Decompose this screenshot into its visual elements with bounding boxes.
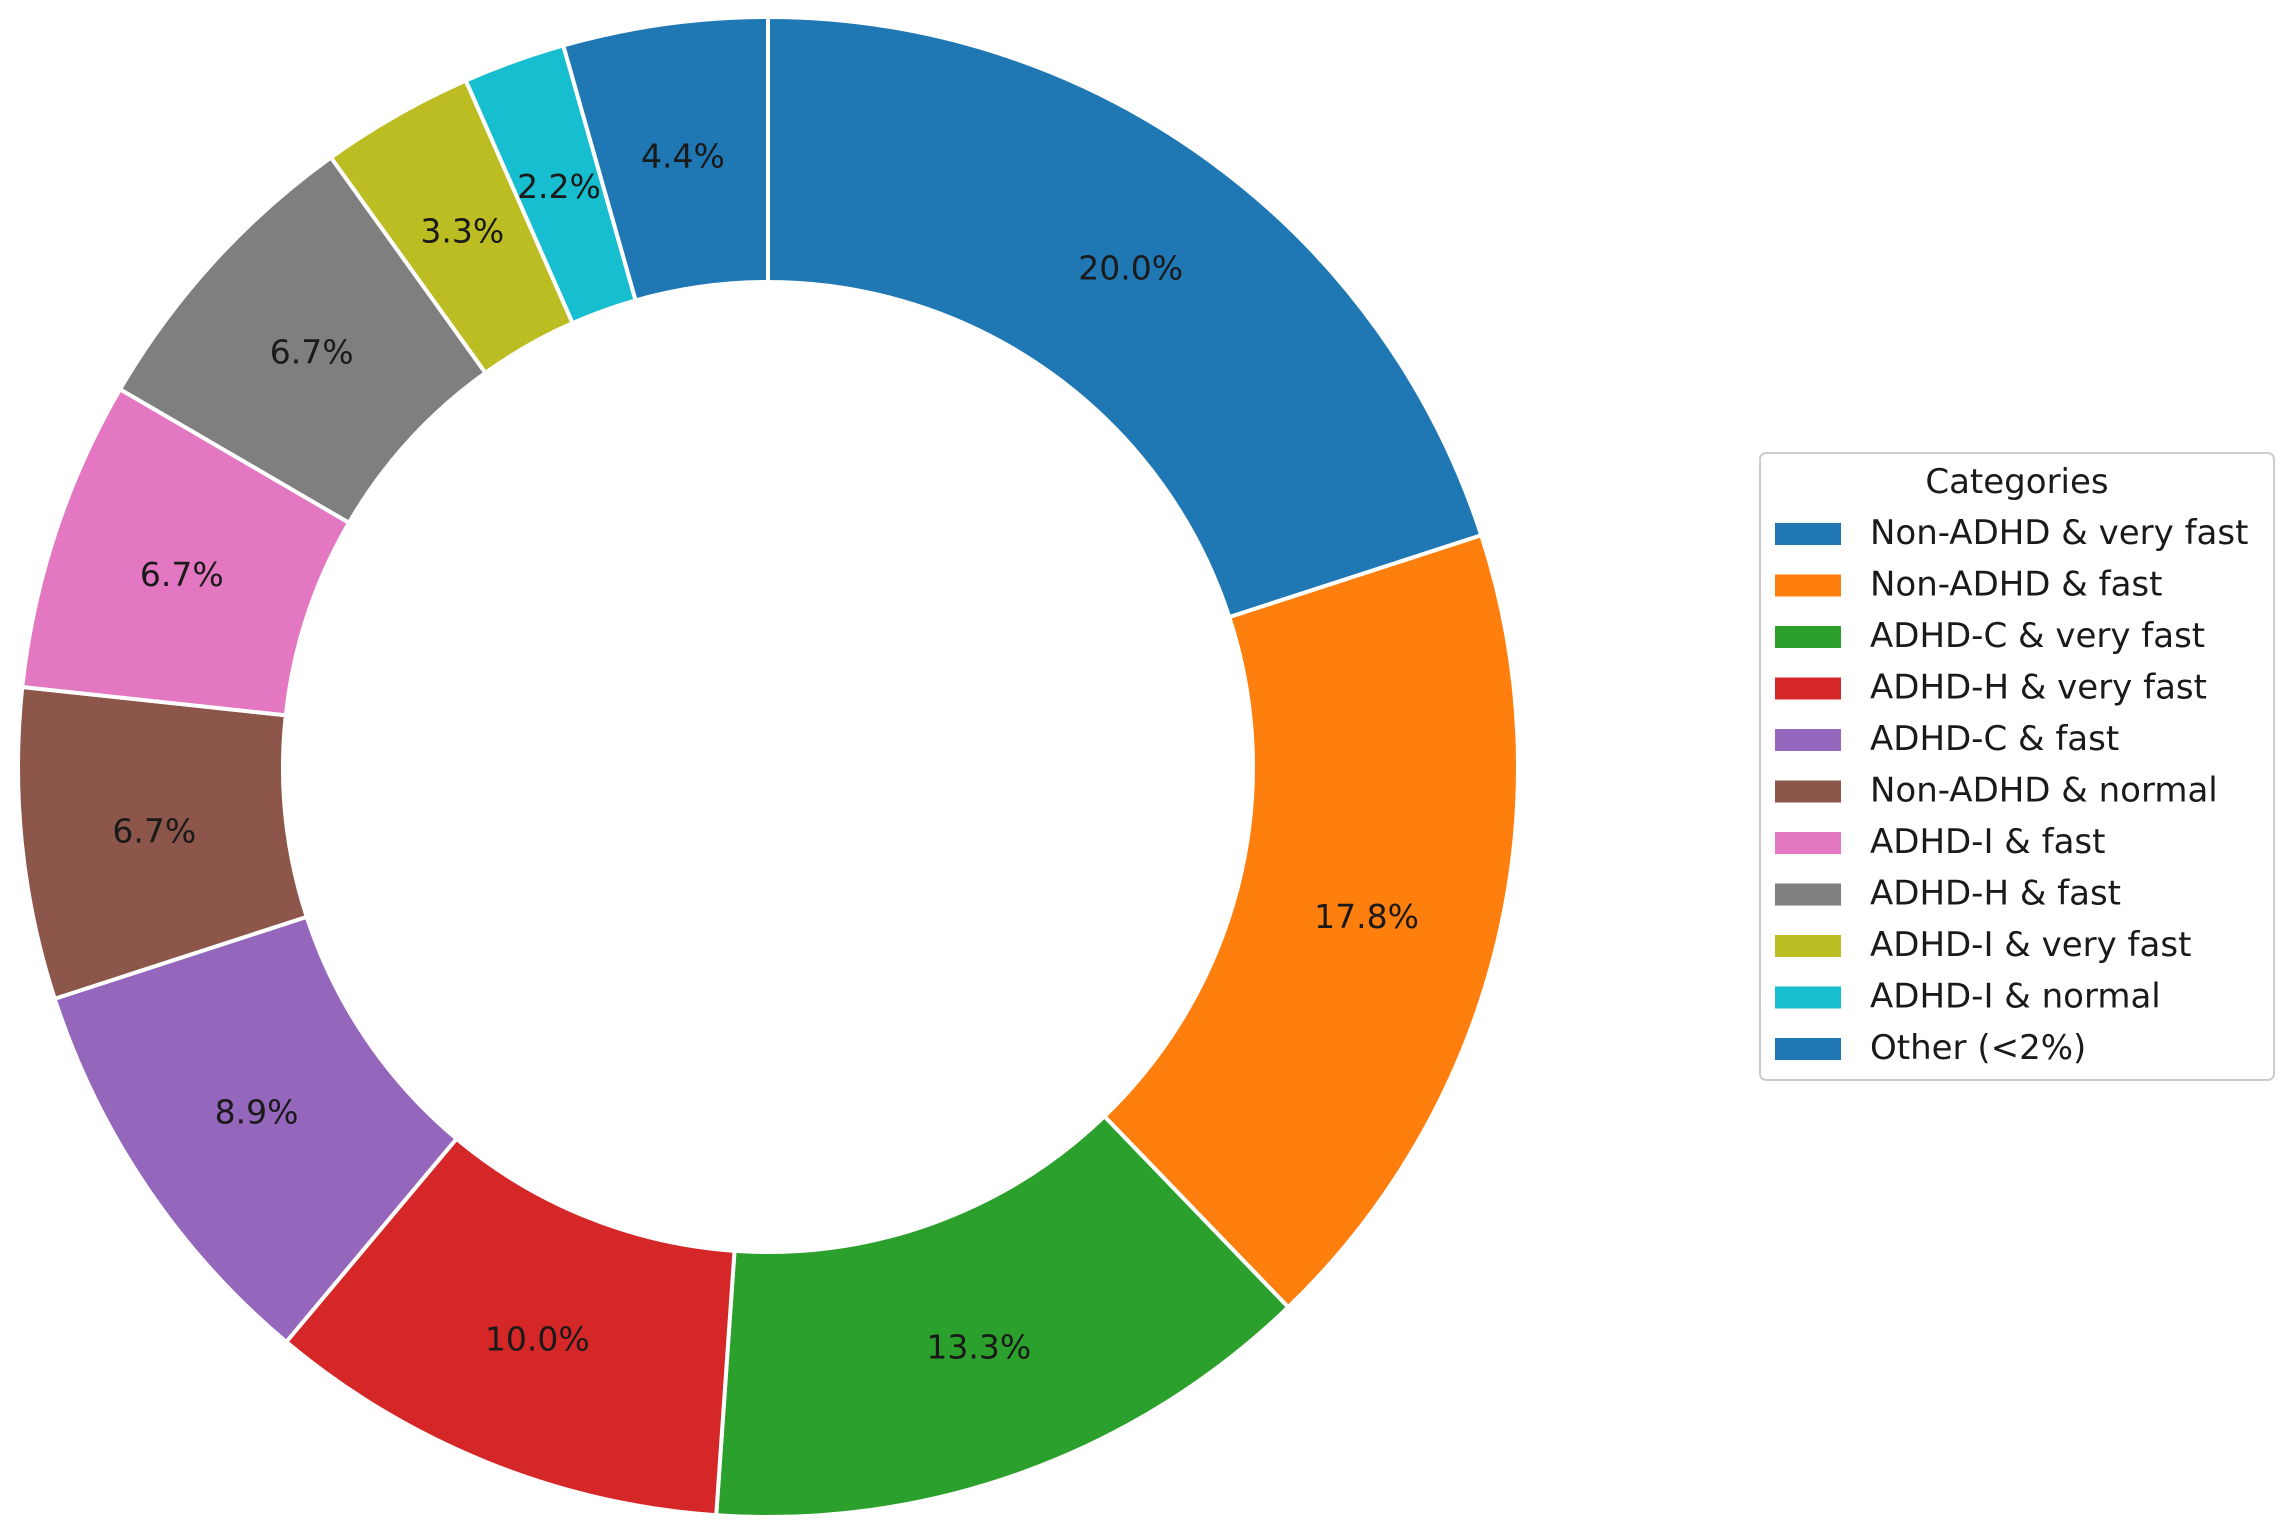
slice-label-adhd-i-very-fast: 3.3% <box>420 212 504 251</box>
legend-title: Categories <box>1925 462 2108 502</box>
legend-label-adhd-h-very-fast: ADHD-H & very fast <box>1870 668 2207 708</box>
slice-label-adhd-i-fast: 6.7% <box>140 555 224 594</box>
legend-swatch-adhd-i-fast <box>1775 832 1841 854</box>
slice-label-adhd-c-very-fast: 13.3% <box>926 1327 1031 1366</box>
legend-label-non-adhd-fast: Non-ADHD & fast <box>1870 565 2162 605</box>
legend-box <box>1759 452 2275 1081</box>
legend: Categories Non-ADHD & very fastNon-ADHD … <box>1759 452 2275 1081</box>
legend-swatch-adhd-h-very-fast <box>1775 677 1841 700</box>
legend-swatch-non-adhd-fast <box>1775 574 1841 597</box>
legend-swatch-adhd-c-very-fast <box>1775 626 1841 648</box>
legend-swatch-adhd-i-very-fast <box>1775 935 1841 957</box>
slice-label-other-2: 4.4% <box>641 136 725 175</box>
chart-slices <box>16 15 1520 1519</box>
legend-label-adhd-h-fast: ADHD-H & fast <box>1870 874 2121 914</box>
legend-swatch-non-adhd-very-fast <box>1775 523 1841 545</box>
legend-label-other-2: Other (<2%) <box>1870 1028 2086 1068</box>
legend-label-adhd-c-fast: ADHD-C & fast <box>1870 719 2119 759</box>
legend-label-non-adhd-very-fast: Non-ADHD & very fast <box>1870 513 2248 553</box>
legend-swatch-adhd-c-fast <box>1775 729 1841 751</box>
legend-label-adhd-i-fast: ADHD-I & fast <box>1870 822 2105 862</box>
legend-items: Non-ADHD & very fast Non-ADHD & fast ADHD-… <box>1775 513 2248 1068</box>
legend-label-adhd-i-very-fast: ADHD-I & very fast <box>1870 925 2191 965</box>
legend-swatch-non-adhd-normal <box>1775 780 1841 803</box>
slice-adhd-c-very-fast <box>714 1114 1291 1519</box>
legend-swatch-adhd-i-normal <box>1775 986 1841 1009</box>
slice-label-adhd-h-very-fast: 10.0% <box>485 1320 590 1359</box>
legend-swatch-other-2 <box>1775 1038 1841 1060</box>
slice-label-adhd-i-normal: 2.2% <box>517 167 601 206</box>
chart-slice-labels: 20.0% 17.8% 13.3% 10.0% 8.9% 6.7% 6.7% 6.7% 3.3%… <box>112 136 1419 1366</box>
legend-label-non-adhd-normal: Non-ADHD & normal <box>1870 771 2218 811</box>
slice-non-adhd-very-fast <box>766 15 1484 620</box>
legend-label-adhd-c-very-fast: ADHD-C & very fast <box>1870 616 2205 656</box>
slice-non-adhd-fast <box>1102 533 1520 1310</box>
legend-label-adhd-i-normal: ADHD-I & normal <box>1870 977 2161 1017</box>
slice-label-adhd-c-fast: 8.9% <box>215 1093 299 1132</box>
slice-other-2 <box>561 15 770 303</box>
slice-label-non-adhd-very-fast: 20.0% <box>1078 248 1183 287</box>
slice-label-non-adhd-fast: 17.8% <box>1314 897 1419 936</box>
legend-swatch-adhd-h-fast <box>1775 883 1841 906</box>
slice-label-non-adhd-normal: 6.7% <box>112 811 196 850</box>
slice-label-adhd-h-fast: 6.7% <box>270 332 354 371</box>
